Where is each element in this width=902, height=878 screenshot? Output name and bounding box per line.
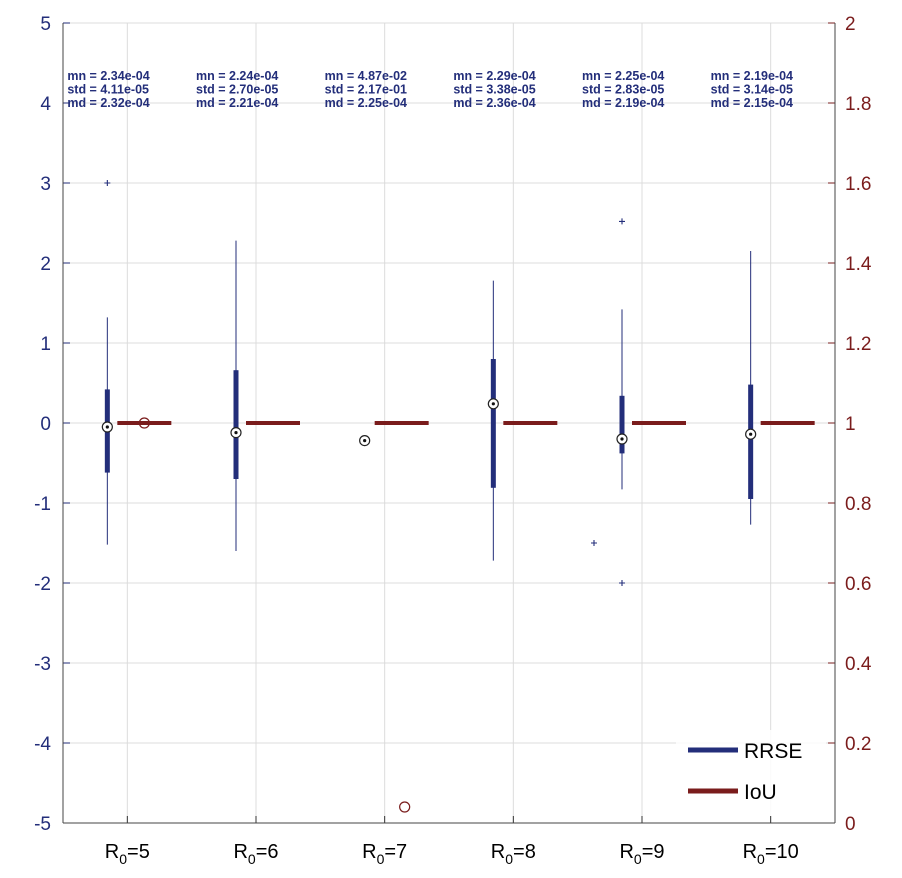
right-tick-label: 1 (845, 414, 856, 435)
stat-md-label: md = 2.32e-04 (67, 96, 149, 110)
category-label: R0=7 (362, 841, 407, 867)
left-tick-label: 1 (40, 334, 51, 355)
stat-std-label: std = 2.70e-05 (196, 83, 278, 97)
stat-md-label: md = 2.15e-04 (711, 96, 793, 110)
stat-mn-label: mn = 2.34e-04 (67, 69, 149, 83)
category-label: R0=9 (619, 841, 664, 867)
rrse-median-dot (234, 431, 238, 435)
right-tick-label: 0.4 (845, 654, 872, 675)
rrse-outlier (104, 180, 111, 186)
right-tick-label: 1.4 (845, 254, 872, 275)
left-tick-label: -3 (34, 654, 51, 675)
left-tick-label: -1 (34, 494, 51, 515)
stat-std-label: std = 4.11e-05 (67, 83, 149, 97)
right-tick-label: 1.2 (845, 334, 871, 355)
stat-mn-label: mn = 2.24e-04 (196, 69, 278, 83)
stat-md-label: md = 2.36e-04 (453, 96, 535, 110)
left-tick-label: -4 (34, 734, 51, 755)
rrse-box (490, 359, 496, 488)
rrse-median-dot (749, 432, 753, 436)
rrse-outlier (591, 540, 597, 546)
legend: RRSE IoU (676, 730, 826, 816)
stat-md-label: md = 2.25e-04 (325, 96, 407, 110)
stat-mn-label: mn = 2.25e-04 (582, 69, 664, 83)
category-label: R0=5 (105, 841, 150, 867)
rrse-median-dot (363, 439, 367, 443)
left-tick-label: 5 (40, 14, 51, 35)
stat-std-label: std = 2.17e-01 (325, 83, 407, 97)
rrse-box (748, 384, 754, 499)
left-tick-label: 0 (40, 414, 51, 435)
rrse-outlier (619, 580, 625, 586)
legend-label-rrse: RRSE (744, 740, 802, 763)
left-tick-label: 3 (40, 174, 51, 195)
right-tick-label: 0.8 (845, 494, 871, 515)
rrse-median-dot (620, 437, 624, 441)
iou-outlier (138, 417, 150, 429)
stat-md-label: md = 2.21e-04 (196, 96, 278, 110)
stat-mn-label: mn = 2.19e-04 (711, 69, 793, 83)
left-tick-label: 2 (40, 254, 51, 275)
right-tick-label: 1.6 (845, 174, 871, 195)
category-label: R0=10 (743, 841, 799, 867)
rrse-box (619, 395, 625, 454)
left-tick-label: -5 (34, 814, 51, 835)
rrse-outlier (619, 218, 625, 225)
rrse-box (233, 370, 239, 479)
category-label: R0=6 (233, 841, 278, 867)
stat-mn-label: mn = 2.29e-04 (453, 69, 535, 83)
left-tick-label: 4 (40, 94, 51, 115)
right-tick-label: 0.6 (845, 574, 871, 595)
stat-std-label: std = 3.38e-05 (453, 83, 535, 97)
left-tick-label: -2 (34, 574, 51, 595)
right-tick-label: 2 (845, 14, 856, 35)
stat-std-label: std = 3.14e-05 (711, 83, 793, 97)
legend-box (676, 730, 826, 816)
axis-layer: -5 -4 -3 -2 -1 0 1 2 3 4 5 0 0.2 0.4 0.6 0.8 1 1.2 1.4 1.6 1… (34, 14, 872, 867)
legend-label-iou: IoU (744, 781, 777, 804)
rrse-median-dot (105, 425, 109, 429)
iou-outlier (399, 801, 411, 813)
stat-md-label: md = 2.19e-04 (582, 96, 664, 110)
category-label: R0=8 (491, 841, 536, 867)
right-tick-label: 0.2 (845, 734, 871, 755)
box-layer (101, 180, 815, 813)
right-tick-label: 1.8 (845, 94, 871, 115)
grid-layer (63, 22, 835, 824)
rrse-median-dot (491, 402, 495, 406)
right-tick-label: 0 (845, 814, 856, 835)
stat-std-label: std = 2.83e-05 (582, 83, 664, 97)
stat-mn-label: mn = 4.87e-02 (325, 69, 407, 83)
